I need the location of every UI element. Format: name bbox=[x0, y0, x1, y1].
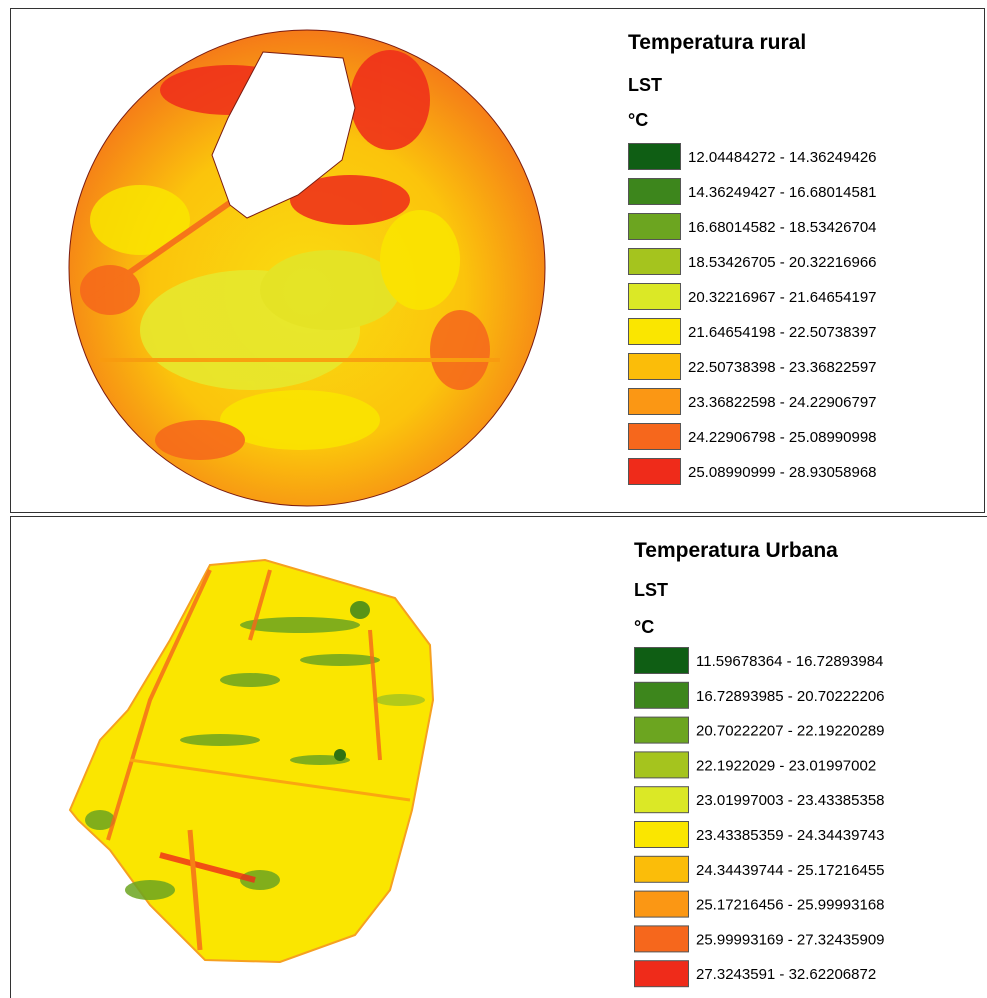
legend-label: 24.22906798 - 25.08990998 bbox=[688, 429, 877, 446]
legend-label: 12.04484272 - 14.36249426 bbox=[688, 149, 877, 166]
legend-swatch bbox=[635, 787, 689, 813]
legend-swatch bbox=[635, 961, 689, 987]
legend-label: 18.53426705 - 20.32216966 bbox=[688, 254, 877, 271]
legend-label: 14.36249427 - 16.68014581 bbox=[688, 184, 877, 201]
legend-swatch bbox=[629, 179, 681, 205]
legend-label: 22.1922029 - 23.01997002 bbox=[696, 757, 876, 774]
legend-unit: °C bbox=[628, 110, 648, 130]
legend-swatch bbox=[629, 249, 681, 275]
legend-label: 24.34439744 - 25.17216455 bbox=[696, 862, 885, 879]
legend-title: Temperatura Urbana bbox=[634, 539, 838, 562]
legend-swatch bbox=[635, 926, 689, 952]
legend-swatch bbox=[629, 389, 681, 415]
legend-label: 21.64654198 - 22.50738397 bbox=[688, 324, 877, 341]
legend-swatch bbox=[635, 717, 689, 743]
legend-label: 20.70222207 - 22.19220289 bbox=[696, 723, 885, 740]
legend-label: 23.01997003 - 23.43385358 bbox=[696, 792, 885, 809]
map-figure: Temperatura rural LST °C 12.04484272 - 14.3… bbox=[0, 0, 987, 998]
legend-swatch bbox=[629, 319, 681, 345]
urban-map bbox=[70, 560, 433, 962]
legend-label: 27.3243591 - 32.62206872 bbox=[696, 966, 876, 983]
legend-swatch bbox=[629, 214, 681, 240]
legend-field: LST bbox=[634, 580, 668, 600]
legend-field: LST bbox=[628, 75, 662, 95]
legend-label: 25.08990999 - 28.93058968 bbox=[688, 464, 877, 481]
legend-title: Temperatura rural bbox=[628, 31, 806, 54]
legend-swatch bbox=[629, 144, 681, 170]
legend-swatch bbox=[629, 354, 681, 380]
rural-map bbox=[69, 30, 545, 506]
legend-swatch bbox=[635, 822, 689, 848]
legend-swatch bbox=[629, 284, 681, 310]
legend-swatch bbox=[635, 752, 689, 778]
legend-unit: °C bbox=[634, 617, 654, 637]
legend-label: 11.59678364 - 16.72893984 bbox=[696, 653, 883, 670]
legend-label: 25.99993169 - 27.32435909 bbox=[696, 931, 885, 948]
legend-swatch bbox=[629, 459, 681, 485]
legend-swatch bbox=[635, 682, 689, 708]
legend-label: 22.50738398 - 23.36822597 bbox=[688, 359, 877, 376]
legend-swatch bbox=[635, 856, 689, 882]
legend-label: 16.72893985 - 20.70222206 bbox=[696, 688, 885, 705]
legend-swatch bbox=[635, 891, 689, 917]
legend-swatch bbox=[635, 648, 689, 674]
legend-swatch bbox=[629, 424, 681, 450]
legend-label: 23.36822598 - 24.22906797 bbox=[688, 394, 877, 411]
legend-label: 16.68014582 - 18.53426704 bbox=[688, 219, 877, 236]
legend-label: 20.32216967 - 21.64654197 bbox=[688, 289, 877, 306]
legend-label: 25.17216456 - 25.99993168 bbox=[696, 897, 885, 914]
legend-label: 23.43385359 - 24.34439743 bbox=[696, 827, 885, 844]
